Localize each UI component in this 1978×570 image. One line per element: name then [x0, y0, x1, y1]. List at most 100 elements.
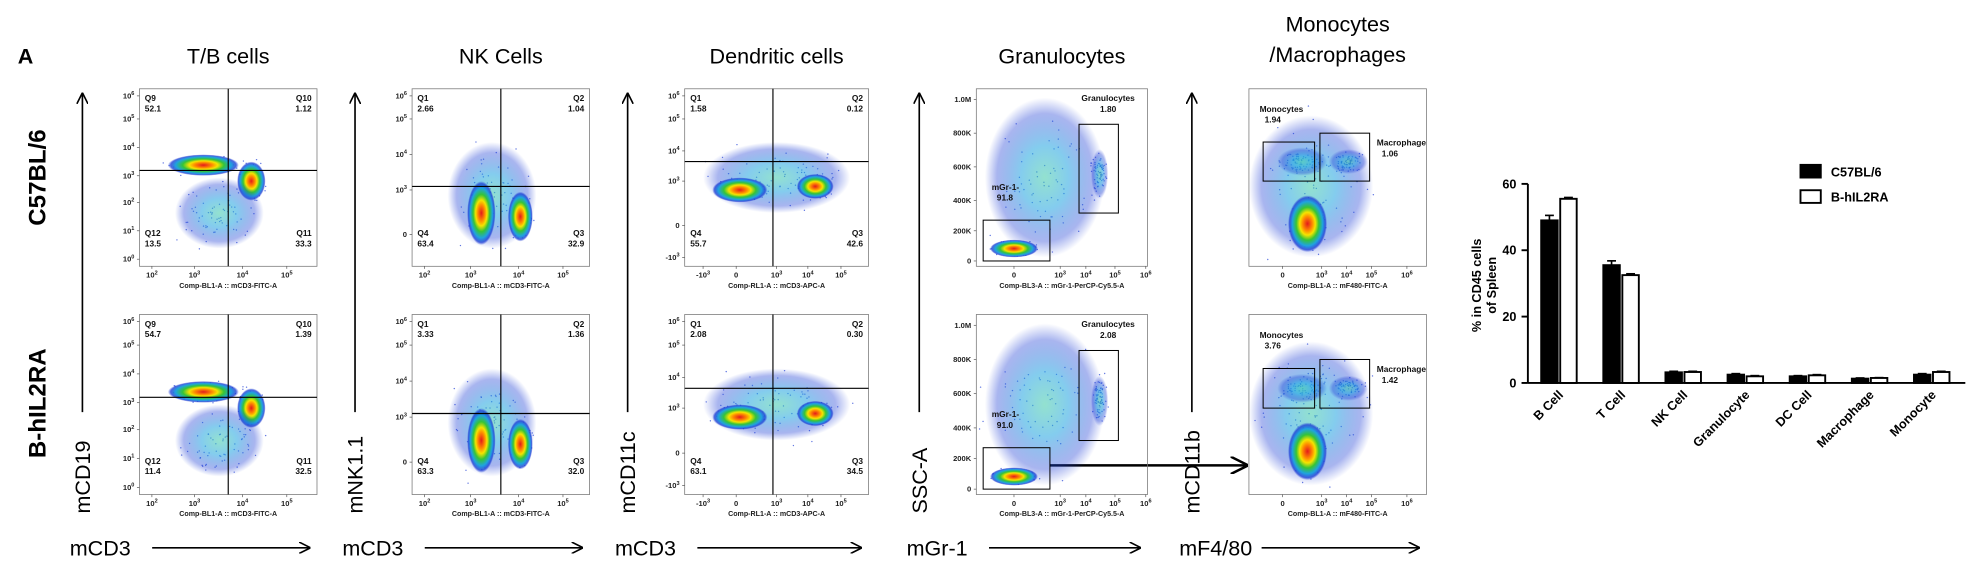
tick-label: 0 [675, 449, 679, 458]
tick-exponent: 3 [1324, 499, 1327, 505]
tick-label: 102 [419, 270, 431, 279]
tick-base: 10 [395, 377, 403, 386]
tick-exponent: 5 [289, 499, 292, 505]
event-dot [242, 386, 244, 388]
gate-value: 32.5 [295, 466, 312, 476]
y-axis-label: of Spleen [1485, 257, 1499, 314]
density-plot [978, 323, 1109, 486]
density-blob [984, 323, 1105, 486]
x-marker: mCD3 [70, 535, 131, 560]
tick-base: -10 [666, 253, 677, 262]
tick-exponent: 3 [707, 499, 710, 505]
tick-base: 10 [465, 271, 473, 280]
density-blob [1287, 195, 1328, 253]
tick-label: 101 [123, 454, 135, 463]
tick-exponent: 4 [1349, 499, 1353, 505]
tick-base: 10 [513, 271, 521, 280]
tick-label: -103 [666, 253, 680, 262]
gate-box [1262, 141, 1316, 182]
gate-name: Q3 [852, 228, 864, 238]
tick-exponent: 2 [131, 198, 134, 204]
event-dot [1372, 194, 1375, 196]
column-title: Dendritic cells [710, 43, 844, 68]
plot-frame [975, 88, 1148, 267]
density-plot [447, 141, 537, 250]
tick-label: 103 [1054, 499, 1066, 508]
gate-name: Q10 [296, 93, 312, 103]
y-tick-label: 60 [1502, 177, 1516, 191]
tick-exponent: 4 [131, 143, 135, 149]
tick-label: 105 [281, 499, 293, 508]
tick-exponent: 4 [1089, 499, 1093, 505]
event-dot [242, 160, 245, 162]
gate-value: 91.0 [997, 420, 1014, 430]
tick-exponent: 4 [811, 270, 815, 276]
tick-label: 105 [123, 340, 135, 349]
density-blob [174, 177, 264, 249]
tick-base: 10 [668, 114, 676, 123]
gate-name: Q1 [690, 93, 702, 103]
tick-base: 10 [395, 413, 403, 422]
tick-base: 10 [419, 271, 427, 280]
tick-exponent: 3 [779, 270, 782, 276]
tick-base: 10 [1401, 499, 1409, 508]
tick-label: 103 [395, 412, 407, 421]
tick-base: 10 [668, 341, 676, 350]
event-dot [515, 148, 517, 150]
bar [1745, 375, 1765, 384]
density-blob [712, 404, 768, 430]
tick-base: 10 [1080, 271, 1088, 280]
tick-exponent: 5 [566, 499, 569, 505]
tick-base: 10 [123, 198, 131, 207]
tick-label: 200K [953, 454, 972, 463]
tick-label: 104 [123, 369, 135, 378]
legend-label: B-hIL2RA [1831, 191, 1889, 205]
tick-base: 10 [395, 341, 403, 350]
tick-label: 104 [513, 270, 525, 279]
tick-base: 10 [557, 271, 565, 280]
tick-label: 105 [1109, 270, 1121, 279]
tick-exponent: 3 [197, 499, 200, 505]
tick-base: 10 [1401, 271, 1409, 280]
density-blob [990, 239, 1038, 258]
bar [1726, 373, 1746, 384]
density-blob [467, 181, 496, 245]
tick-base: 10 [123, 255, 131, 264]
tick-base: 10 [668, 404, 676, 413]
event-dot [212, 402, 214, 404]
tick-label: 103 [668, 403, 680, 412]
tick-label: 103 [189, 499, 201, 508]
gate-value: 42.6 [847, 238, 864, 248]
tick-base: 10 [237, 499, 245, 508]
tick-base: 10 [395, 114, 403, 123]
tick-label: 102 [123, 425, 135, 434]
tick-base: -10 [696, 271, 707, 280]
tick-label: 102 [123, 198, 135, 207]
density-plot [1248, 341, 1374, 488]
tick-label: 0 [967, 257, 971, 266]
event-dot [982, 420, 984, 423]
tick-label: 0 [1281, 271, 1285, 280]
x-axis-label: Comp-BL1-A :: mF480-FITC-A [1288, 282, 1388, 290]
tick-base: 10 [513, 499, 521, 508]
tick-exponent: 3 [1063, 270, 1066, 276]
tick-label: 600K [953, 389, 972, 398]
tick-label: 0 [1012, 271, 1016, 280]
tick-label: 104 [395, 150, 407, 159]
tick-base: 10 [419, 499, 427, 508]
tick-label: 104 [395, 376, 407, 385]
tick-label: 106 [1401, 499, 1413, 508]
gate-name: Q1 [417, 93, 429, 103]
density-plot [703, 368, 854, 447]
tick-label: 104 [1341, 270, 1353, 279]
y-tick-label: 0 [1509, 376, 1516, 390]
gate-box [1262, 367, 1316, 409]
tick-label: 104 [513, 499, 525, 508]
tick-label: 0 [403, 230, 407, 239]
tick-base: 10 [668, 317, 676, 326]
gate-box [982, 219, 1051, 262]
tick-base: 10 [123, 226, 131, 235]
event-dot [465, 469, 467, 471]
